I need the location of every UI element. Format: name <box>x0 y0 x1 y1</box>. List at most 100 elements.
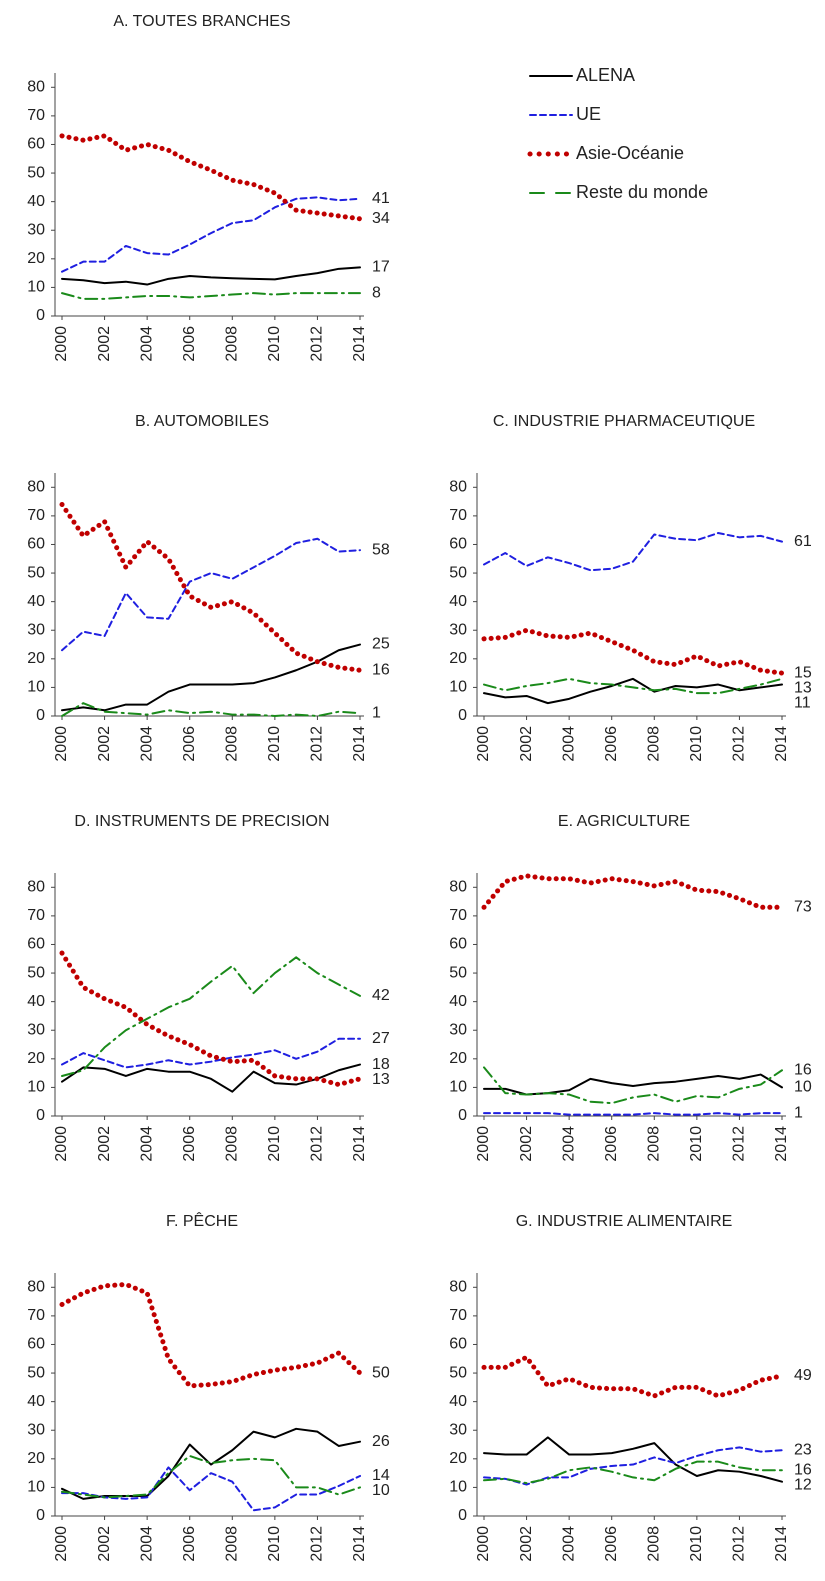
y-tick-label: 50 <box>27 964 45 981</box>
x-tick-label: 2012 <box>309 1126 326 1162</box>
y-tick-label: 40 <box>449 1393 467 1410</box>
legend-label: Asie-Océanie <box>576 143 684 163</box>
x-tick-label: 2014 <box>773 1526 790 1562</box>
x-tick-label: 2008 <box>224 1526 241 1562</box>
y-tick-label: 60 <box>27 536 45 553</box>
y-tick-label: 30 <box>27 221 45 238</box>
x-tick-label: 2014 <box>351 1526 368 1562</box>
x-tick-label: 2006 <box>181 1126 198 1162</box>
end-label: 8 <box>372 284 381 301</box>
x-tick-label: 2000 <box>53 1126 70 1162</box>
legend-label: ALENA <box>576 65 635 85</box>
y-tick-label: 10 <box>449 1079 467 1096</box>
x-tick-label: 2004 <box>138 1126 155 1162</box>
series-line <box>61 702 361 717</box>
series-line <box>61 196 361 273</box>
x-tick-label: 2002 <box>96 1126 113 1162</box>
x-tick-label: 2002 <box>518 1526 535 1562</box>
panel: B. AUTOMOBILES 0 10 20 30 40 50 60 70 80 2000 2002 2… <box>27 413 390 761</box>
y-tick-label: 30 <box>449 621 467 638</box>
y-tick-label: 60 <box>27 1336 45 1353</box>
x-tick-label: 2000 <box>475 726 492 762</box>
panel: D. INSTRUMENTS DE PRECISION 0 10 20 30 40 50 60… <box>27 813 390 1161</box>
y-tick-label: 0 <box>36 1107 45 1124</box>
y-tick-label: 70 <box>449 507 467 524</box>
x-tick-label: 2008 <box>646 1126 663 1162</box>
panel: F. PÊCHE 0 10 20 30 40 50 60 70 80 2000 2002 2004 200… <box>27 1211 390 1561</box>
y-tick-label: 40 <box>27 593 45 610</box>
x-tick-label: 2010 <box>266 1126 283 1162</box>
y-tick-label: 10 <box>27 679 45 696</box>
series-line <box>59 950 363 1088</box>
y-tick-label: 70 <box>27 107 45 124</box>
x-tick-label: 2008 <box>224 726 241 762</box>
x-tick-label: 2012 <box>309 1526 326 1562</box>
panel-title: F. PÊCHE <box>166 1211 238 1230</box>
y-tick-label: 20 <box>27 1450 45 1467</box>
panel: C. INDUSTRIE PHARMACEUTIQUE 0 10 20 30 40 50 60… <box>449 413 812 761</box>
y-tick-label: 50 <box>27 564 45 581</box>
x-tick-label: 2004 <box>560 1526 577 1562</box>
end-label: 16 <box>794 1061 812 1078</box>
y-tick-label: 30 <box>27 621 45 638</box>
y-tick-label: 10 <box>27 279 45 296</box>
end-label: 41 <box>372 190 390 207</box>
x-tick-label: 2012 <box>731 1126 748 1162</box>
series-line <box>483 1066 783 1105</box>
panel: E. AGRICULTURE 0 10 20 30 40 50 60 70 80 2000 2002 2… <box>449 813 812 1161</box>
x-tick-label: 2014 <box>773 726 790 762</box>
y-tick-label: 70 <box>27 1307 45 1324</box>
y-tick-label: 0 <box>36 307 45 324</box>
end-label: 15 <box>794 664 812 681</box>
y-tick-label: 80 <box>449 479 467 496</box>
y-tick-label: 80 <box>27 479 45 496</box>
x-tick-label: 2010 <box>688 726 705 762</box>
x-tick-label: 2000 <box>475 1126 492 1162</box>
end-label: 1 <box>794 1104 803 1121</box>
series-line <box>481 1354 785 1399</box>
x-tick-label: 2014 <box>351 326 368 362</box>
y-tick-label: 60 <box>449 936 467 953</box>
end-label: 16 <box>372 661 390 678</box>
x-tick-label: 2010 <box>266 726 283 762</box>
x-tick-label: 2014 <box>773 1126 790 1162</box>
end-label: 23 <box>794 1441 812 1458</box>
series-line <box>483 532 783 572</box>
x-tick-label: 2000 <box>53 1526 70 1562</box>
x-tick-label: 2006 <box>181 726 198 762</box>
y-tick-label: 60 <box>449 1336 467 1353</box>
series-line <box>61 292 361 300</box>
series-line <box>61 537 361 652</box>
end-label: 26 <box>372 1433 390 1450</box>
x-tick-label: 2004 <box>138 726 155 762</box>
panel-title: G. INDUSTRIE ALIMENTAIRE <box>516 1213 733 1230</box>
series-line <box>61 1454 361 1499</box>
end-label: 27 <box>372 1030 390 1047</box>
y-tick-label: 50 <box>27 164 45 181</box>
series-line <box>483 1460 783 1485</box>
y-tick-label: 0 <box>36 1507 45 1524</box>
y-tick-label: 20 <box>449 1050 467 1067</box>
y-tick-label: 80 <box>27 1279 45 1296</box>
end-label: 16 <box>794 1461 812 1478</box>
y-tick-label: 70 <box>27 907 45 924</box>
end-label: 17 <box>372 259 390 276</box>
x-tick-label: 2002 <box>96 1526 113 1562</box>
end-label: 58 <box>372 541 390 558</box>
series-line <box>481 627 785 676</box>
y-tick-label: 70 <box>449 1307 467 1324</box>
series-line <box>483 1073 783 1096</box>
x-tick-label: 2008 <box>224 326 241 362</box>
x-tick-label: 2014 <box>351 726 368 762</box>
x-tick-label: 2006 <box>603 1526 620 1562</box>
end-label: 1 <box>372 704 381 721</box>
x-tick-label: 2006 <box>603 726 620 762</box>
y-tick-label: 10 <box>449 1479 467 1496</box>
end-label: 13 <box>372 1071 390 1088</box>
panel: A. TOUTES BRANCHES 0 10 20 30 40 50 60 70 80 2000 2… <box>27 13 708 361</box>
end-label: 42 <box>372 987 390 1004</box>
end-label: 49 <box>794 1367 812 1384</box>
x-tick-label: 2004 <box>560 1126 577 1162</box>
x-tick-label: 2008 <box>646 726 663 762</box>
